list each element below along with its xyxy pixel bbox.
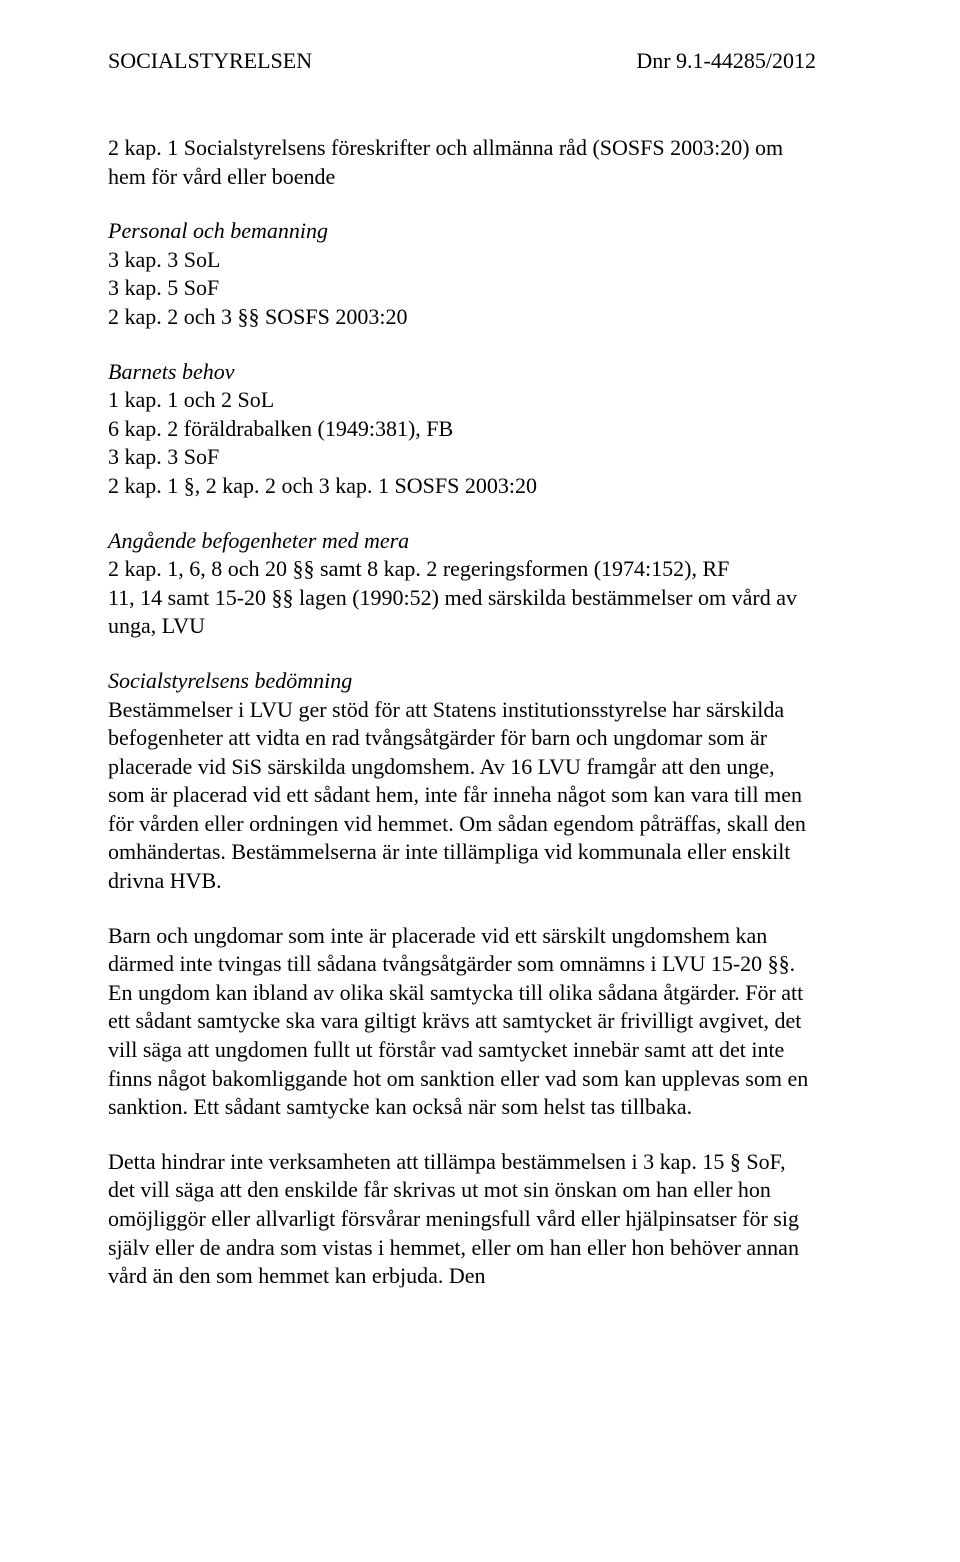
intro-line: 2 kap. 1 Socialstyrelsens föreskrifter o… <box>108 134 816 191</box>
regulation-line: 2 kap. 1 §, 2 kap. 2 och 3 kap. 1 SOSFS … <box>108 472 816 501</box>
header-agency: SOCIALSTYRELSEN <box>108 48 312 74</box>
section-barnets-behov: Barnets behov 1 kap. 1 och 2 SoL 6 kap. … <box>108 358 816 501</box>
regulation-line: 3 kap. 3 SoL <box>108 246 816 275</box>
section-heading: Barnets behov <box>108 358 816 387</box>
section-personal-bemanning: Personal och bemanning 3 kap. 3 SoL 3 ka… <box>108 217 816 331</box>
assessment-para-3: Detta hindrar inte verksamheten att till… <box>108 1148 816 1291</box>
assessment-para-2: Barn och ungdomar som inte är placerade … <box>108 922 816 1122</box>
regulation-line: 3 kap. 3 SoF <box>108 443 816 472</box>
regulation-line: 11, 14 samt 15-20 §§ lagen (1990:52) med… <box>108 584 816 641</box>
regulation-line: 6 kap. 2 föräldrabalken (1949:381), FB <box>108 415 816 444</box>
section-heading: Angående befogenheter med mera <box>108 527 816 556</box>
section-befogenheter: Angående befogenheter med mera 2 kap. 1,… <box>108 527 816 641</box>
section-heading: Personal och bemanning <box>108 217 816 246</box>
regulation-line: 2 kap. 1, 6, 8 och 20 §§ samt 8 kap. 2 r… <box>108 555 816 584</box>
section-assessment: Socialstyrelsens bedömning Bestämmelser i… <box>108 667 816 896</box>
header-dnr: Dnr 9.1-44285/2012 <box>636 48 816 74</box>
assessment-para-2-block: Barn och ungdomar som inte är placerade … <box>108 922 816 1122</box>
section-intro: 2 kap. 1 Socialstyrelsens föreskrifter o… <box>108 134 816 191</box>
assessment-first: Socialstyrelsens bedömning Bestämmelser i… <box>108 667 816 896</box>
regulation-line: 1 kap. 1 och 2 SoL <box>108 386 816 415</box>
assessment-heading: Socialstyrelsens bedömning <box>108 668 352 693</box>
document-page: SOCIALSTYRELSEN Dnr 9.1-44285/2012 2 kap… <box>0 0 960 1365</box>
assessment-para-1: Bestämmelser i LVU ger stöd för att Stat… <box>108 697 806 894</box>
assessment-para-3-block: Detta hindrar inte verksamheten att till… <box>108 1148 816 1291</box>
page-header: SOCIALSTYRELSEN Dnr 9.1-44285/2012 <box>108 48 816 74</box>
regulation-line: 2 kap. 2 och 3 §§ SOSFS 2003:20 <box>108 303 816 332</box>
regulation-line: 3 kap. 5 SoF <box>108 274 816 303</box>
